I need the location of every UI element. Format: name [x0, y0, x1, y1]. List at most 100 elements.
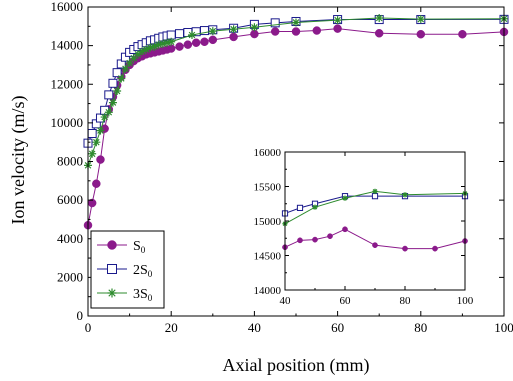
- series-3-point: [133, 50, 142, 59]
- series-3-point: [138, 47, 147, 56]
- inset-series-1-point: [297, 237, 303, 244]
- series-1-point: [183, 40, 193, 49]
- series-1-point: [191, 38, 201, 47]
- series-1-point: [416, 29, 426, 39]
- series-3-point: [150, 42, 159, 51]
- series-3-point: [416, 15, 425, 24]
- x-tick-label: 0: [85, 320, 92, 335]
- series-3-point: [208, 27, 217, 36]
- series-3-point: [250, 23, 259, 32]
- series-1-point: [374, 29, 384, 38]
- series-3-point: [292, 18, 300, 27]
- legend-marker: [107, 264, 117, 274]
- legend-label-subscript: 0: [141, 245, 146, 255]
- series-2: [83, 14, 509, 148]
- y-tick-label: 8000: [57, 154, 83, 169]
- series-2-point: [87, 128, 97, 138]
- inset-y-tick-label: 15500: [254, 182, 282, 194]
- series-3-point: [146, 43, 155, 52]
- legend-marker: [107, 240, 117, 250]
- series-3-point: [100, 113, 109, 122]
- series-3-point: [167, 37, 176, 46]
- series-3-point: [229, 25, 238, 34]
- inset-series-1-point: [402, 245, 408, 252]
- series-3-point: [92, 138, 101, 147]
- x-tick-label: 40: [248, 320, 261, 335]
- series-3: [84, 14, 508, 170]
- inset-plot: 40 60 80 100 14000 14500 15000 15500 16000: [254, 147, 474, 307]
- series-1-point: [208, 35, 218, 45]
- inset-x-tick-label: 60: [340, 295, 352, 307]
- inset-series-3-line: [284, 190, 466, 225]
- inset-x-tick-label: 40: [280, 295, 292, 307]
- legend-label-subscript: 0: [148, 269, 153, 279]
- series-2-point: [104, 90, 114, 100]
- inset-series-3-point: [402, 192, 408, 198]
- x-tick-label: 20: [165, 320, 178, 335]
- inset-background: [285, 152, 465, 290]
- series-3-point: [104, 108, 113, 117]
- inset-series-2-point: [371, 193, 379, 200]
- legend-marker: [107, 288, 117, 298]
- inset-series-1-point: [327, 233, 333, 240]
- inset-series-1-point: [342, 226, 348, 233]
- series-2-point: [270, 18, 280, 28]
- inset-y-tick-label: 15000: [254, 216, 282, 228]
- y-tick-label: 10000: [51, 115, 84, 130]
- series-2-point: [108, 78, 118, 88]
- x-tick-label: 100: [494, 320, 513, 335]
- inset-series-1-point: [312, 236, 318, 243]
- y-tick-label: 0: [77, 308, 84, 323]
- series-3-point: [96, 126, 105, 135]
- x-tick-label: 80: [414, 320, 427, 335]
- y-tick-label: 2000: [57, 269, 83, 284]
- series-3-point: [117, 74, 126, 83]
- series-3-point: [125, 59, 134, 68]
- series-3-point: [129, 54, 138, 63]
- y-axis-title: Ion velocity (m/s): [8, 96, 29, 225]
- series-1-point: [291, 27, 301, 36]
- inset-y-tick-label: 16000: [254, 147, 282, 159]
- inset-series-3-point: [372, 188, 378, 194]
- series-1-point: [96, 155, 105, 164]
- main-plot: 0 20 40 60 80 1000200040006000800010000120001…: [51, 0, 513, 335]
- series-1-point: [333, 24, 342, 33]
- series-1-point: [229, 32, 238, 42]
- series-3-point: [142, 45, 151, 54]
- series-3-point: [154, 40, 163, 49]
- inset-series-2-point: [296, 204, 304, 211]
- series-3-point: [375, 14, 384, 23]
- inset-series-1-point: [432, 245, 438, 252]
- y-tick-label: 4000: [57, 231, 83, 246]
- series-3-point: [113, 87, 122, 96]
- series-1-point: [175, 42, 184, 51]
- inset-y-tick-label: 14000: [254, 285, 282, 297]
- series-1-point: [312, 26, 322, 35]
- x-tick-label: 60: [331, 320, 344, 335]
- y-tick-label: 16000: [51, 0, 84, 14]
- series-3-point: [163, 38, 172, 47]
- y-tick-label: 14000: [51, 38, 84, 53]
- series-3-point: [158, 39, 167, 48]
- series-2-point: [112, 68, 122, 78]
- series-3-point: [121, 64, 130, 73]
- series-1-point: [92, 179, 101, 188]
- inset-x-tick-label: 80: [400, 295, 412, 307]
- series-3-point: [188, 31, 196, 40]
- inset-series-3-point: [312, 204, 318, 210]
- y-tick-label: 6000: [57, 192, 83, 207]
- series-3-point: [108, 98, 117, 107]
- inset-series-1-point: [372, 242, 378, 248]
- legend-label-subscript: 0: [148, 293, 153, 303]
- y-tick-label: 12000: [51, 76, 84, 91]
- series-1-point: [200, 37, 209, 47]
- series-2-point: [175, 29, 185, 39]
- series-1-point: [458, 29, 467, 39]
- x-axis-title: Axial position (mm): [223, 355, 370, 376]
- inset-x-tick-label: 100: [457, 295, 474, 307]
- series-1-point: [270, 27, 280, 36]
- series-3-point: [333, 16, 342, 25]
- inset-y-tick-label: 14500: [254, 251, 282, 263]
